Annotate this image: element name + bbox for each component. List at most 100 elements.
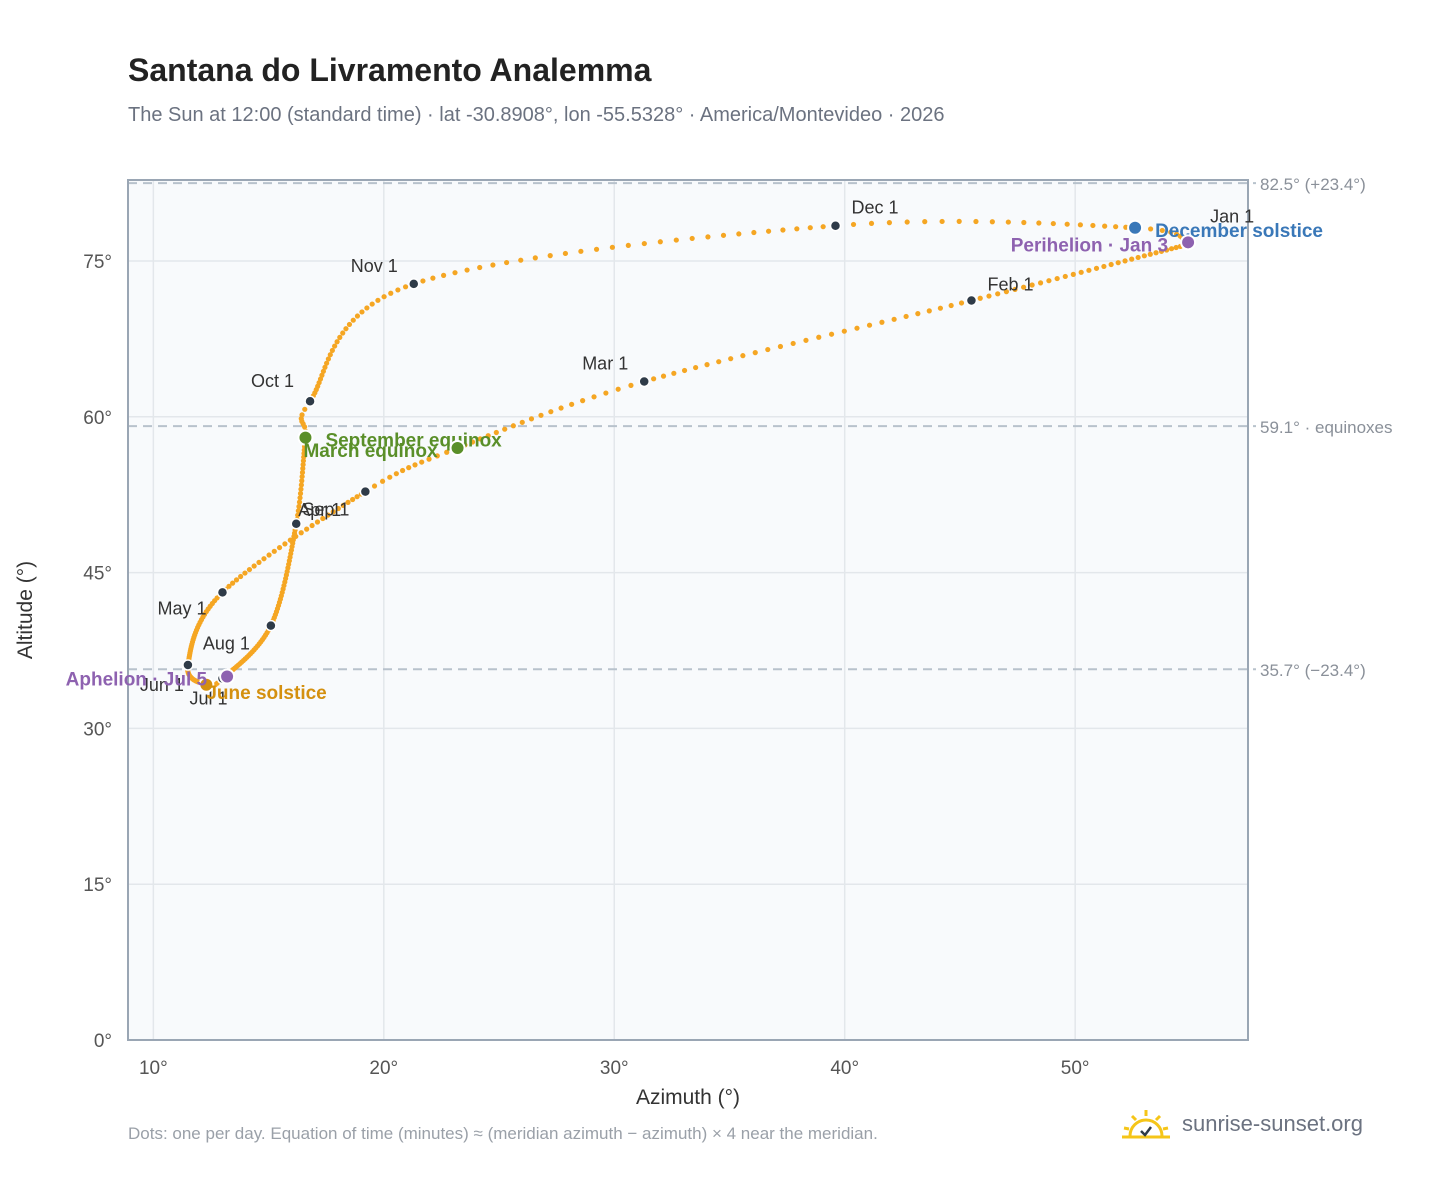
day-dot — [1122, 258, 1128, 264]
day-dot — [548, 409, 554, 415]
day-dot — [891, 316, 897, 322]
day-dot — [477, 436, 483, 442]
month-label: Jan 1 — [1210, 206, 1254, 226]
day-dot — [299, 473, 305, 480]
day-dot — [320, 515, 326, 522]
y-tick-label: 45° — [83, 564, 112, 585]
day-dot — [266, 552, 272, 558]
day-dot — [419, 459, 425, 465]
day-dot — [562, 250, 569, 257]
x-tick-label: 30° — [600, 1058, 629, 1079]
day-dot — [340, 502, 346, 509]
day-dot — [937, 305, 943, 311]
reference-line-label: 35.7° (−23.4°) — [1260, 661, 1366, 680]
day-dot — [1012, 286, 1018, 293]
day-dot — [299, 478, 305, 484]
day-dot — [1113, 224, 1119, 230]
day-dot — [325, 512, 331, 518]
day-dot — [615, 386, 621, 392]
day-dot — [1046, 278, 1052, 284]
month-label: Dec 1 — [851, 198, 898, 218]
day-dot — [300, 462, 306, 468]
day-dot — [578, 248, 584, 254]
day-dot — [354, 313, 361, 319]
day-dot — [1101, 263, 1107, 270]
day-dot — [1005, 219, 1011, 225]
day-dot — [1141, 253, 1147, 259]
month-label: Aug 1 — [203, 634, 250, 654]
day-dot — [1029, 282, 1035, 288]
day-dot — [504, 259, 510, 266]
day-dot — [490, 262, 496, 268]
month-marker — [829, 219, 842, 232]
day-dot — [958, 300, 965, 306]
day-dot — [558, 405, 564, 411]
day-dot — [320, 368, 327, 374]
day-dot — [371, 483, 378, 489]
day-dot — [441, 272, 447, 278]
day-dot — [1021, 219, 1027, 226]
event-marker — [219, 668, 236, 685]
footnote: Dots: one per day. Equation of time (min… — [128, 1124, 878, 1143]
month-marker — [638, 375, 650, 388]
day-dot — [816, 334, 822, 340]
day-dot — [319, 372, 325, 378]
day-dot — [977, 295, 983, 301]
day-dot — [300, 465, 306, 472]
day-dot — [1064, 221, 1070, 227]
month-marker — [290, 518, 302, 530]
day-dot — [1148, 226, 1154, 232]
day-dot — [276, 544, 283, 551]
chart-title: Santana do Livramento Analemma — [128, 52, 652, 88]
day-dot — [1050, 220, 1056, 227]
reference-line-label: 59.1° · equinoxes — [1260, 418, 1393, 437]
day-dot — [1123, 224, 1129, 230]
day-dot — [452, 270, 458, 276]
day-dot — [271, 548, 277, 554]
brand[interactable]: sunrise-sunset.org — [1120, 1102, 1363, 1146]
day-dot — [1036, 220, 1042, 226]
day-dot — [364, 305, 370, 311]
day-dot — [820, 224, 826, 230]
day-dot — [1093, 265, 1100, 271]
day-dot — [989, 219, 995, 225]
day-dot — [388, 290, 394, 296]
day-dot — [322, 364, 328, 370]
day-dot — [518, 257, 524, 263]
day-dot — [298, 530, 304, 536]
day-dot — [485, 433, 491, 439]
day-dot — [995, 291, 1001, 297]
y-tick-label: 15° — [83, 875, 112, 896]
day-dot — [327, 352, 333, 358]
day-dot — [660, 373, 667, 379]
day-dot — [302, 406, 308, 412]
day-dot — [593, 246, 600, 252]
day-dot — [340, 330, 346, 336]
day-dot — [325, 356, 331, 362]
day-dot — [1003, 289, 1009, 295]
day-dot — [538, 412, 544, 418]
y-axis-title: Altitude (°) — [14, 561, 37, 659]
day-dot — [426, 456, 432, 462]
day-dot — [329, 347, 335, 354]
day-dot — [299, 412, 305, 418]
day-dot — [777, 343, 784, 350]
day-dot — [765, 228, 772, 234]
month-label: Oct 1 — [251, 371, 294, 391]
day-dot — [854, 325, 860, 331]
day-dot — [350, 317, 356, 323]
month-marker — [304, 395, 316, 407]
day-dot — [464, 267, 470, 273]
day-dot — [402, 284, 409, 290]
day-dot — [1037, 280, 1044, 286]
day-dot — [251, 563, 257, 569]
event-marker — [198, 676, 215, 693]
day-dot — [926, 308, 932, 314]
plot-frame — [127, 179, 1249, 1041]
day-dot — [693, 364, 699, 371]
day-dot — [420, 278, 426, 284]
day-dot — [580, 398, 586, 404]
reference-line-label: 82.5° (+23.4°) — [1260, 175, 1366, 194]
day-dot — [609, 244, 615, 250]
